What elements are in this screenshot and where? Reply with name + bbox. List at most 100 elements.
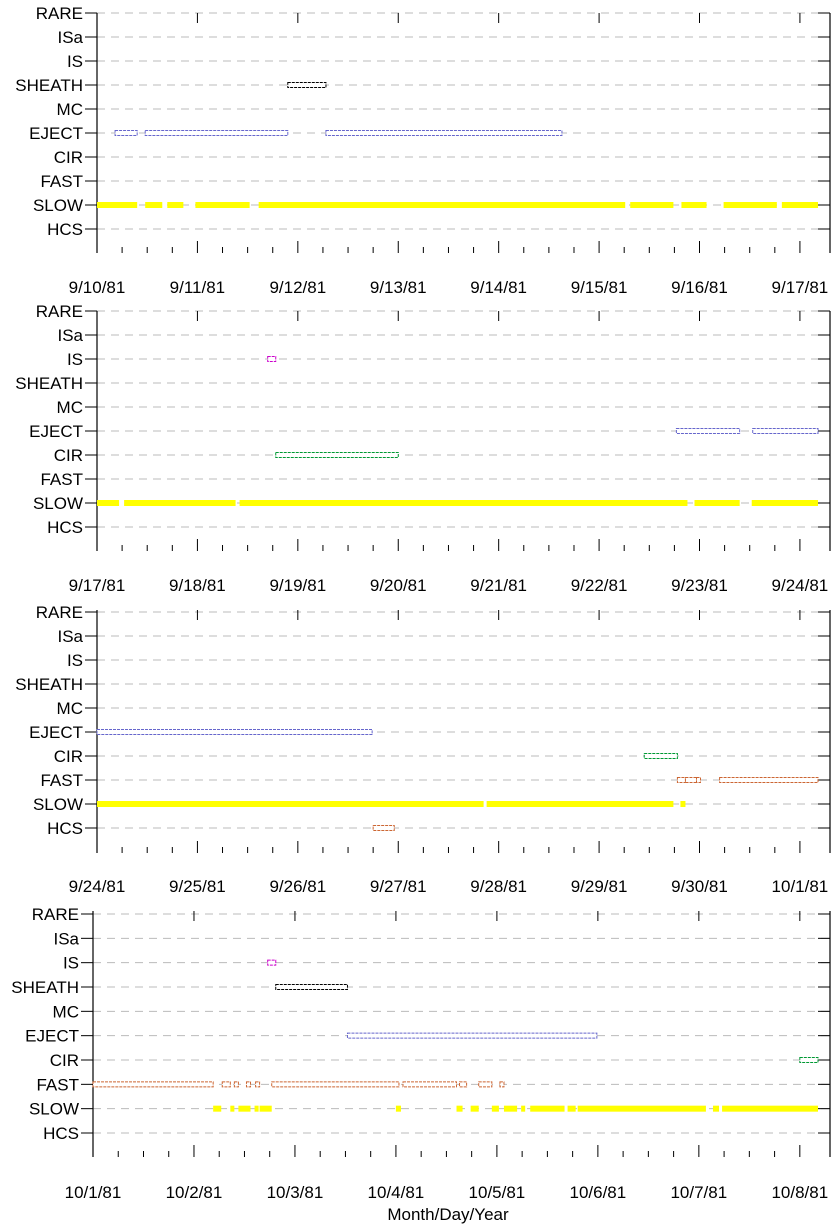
segment-is xyxy=(267,356,277,362)
segment-fast xyxy=(684,777,697,783)
segment-slow xyxy=(97,202,138,208)
panel-2: RARE ISa IS SHEATH MC EJECT CIR FAST SLOW HCS 9/17… xyxy=(15,302,831,595)
category-label-slow: SLOW xyxy=(33,795,83,814)
x-tick-label: 9/17/81 xyxy=(772,278,829,297)
segment-slow xyxy=(124,500,236,506)
category-label-cir: CIR xyxy=(54,148,83,167)
x-tick-label: 9/28/81 xyxy=(470,877,527,896)
segment-slow xyxy=(577,1105,706,1112)
segment-slow xyxy=(145,202,163,208)
segment-sheath xyxy=(275,984,348,990)
x-tick-label: 9/30/81 xyxy=(671,877,728,896)
x-tick-label: 10/2/81 xyxy=(166,1183,223,1202)
category-label-hcs: HCS xyxy=(47,518,83,537)
segment-fast xyxy=(459,1081,468,1088)
segment-sheath xyxy=(287,82,327,88)
x-tick-label: 10/3/81 xyxy=(267,1183,324,1202)
segment-slow xyxy=(722,1105,818,1112)
category-label-fast: FAST xyxy=(40,172,83,191)
segment-eject xyxy=(325,130,563,136)
segment-eject xyxy=(675,428,741,434)
x-tick-label: 9/12/81 xyxy=(269,278,326,297)
category-label-mc: MC xyxy=(57,699,83,718)
segment-eject xyxy=(144,130,289,136)
segment-slow xyxy=(395,1105,401,1112)
segment-cir xyxy=(799,1057,819,1063)
segment-slow xyxy=(258,202,626,208)
x-tick-label: 10/6/81 xyxy=(570,1183,627,1202)
x-tick-label: 9/20/81 xyxy=(370,576,427,595)
category-label-hcs: HCS xyxy=(43,1124,79,1143)
x-tick-label: 9/18/81 xyxy=(169,576,226,595)
segment-slow xyxy=(238,1105,251,1112)
category-label-cir: CIR xyxy=(54,747,83,766)
x-axis-title: Month/Day/Year xyxy=(387,1205,509,1224)
segment-slow xyxy=(491,1105,499,1112)
segment-slow xyxy=(503,1105,518,1112)
segment-slow xyxy=(167,202,184,208)
panel-3: RARE ISa IS SHEATH MC EJECT CIR FAST SLOW HCS 9/24… xyxy=(15,603,831,896)
segment-slow xyxy=(521,1105,526,1112)
category-label-eject: EJECT xyxy=(29,422,83,441)
panel-1: RARE ISa IS SHEATH MC EJECT CIR FAST SLOW HCS 9/10… xyxy=(15,4,831,297)
segment-fast xyxy=(402,1081,458,1088)
segment-slow xyxy=(681,202,707,208)
x-tick-label: 9/24/81 xyxy=(69,877,126,896)
segment-fast xyxy=(271,1081,400,1088)
category-label-isa: ISa xyxy=(57,28,83,47)
segment-fast xyxy=(221,1081,231,1088)
x-tick-label: 10/4/81 xyxy=(368,1183,425,1202)
segment-slow xyxy=(486,801,674,807)
category-label-fast: FAST xyxy=(40,771,83,790)
x-tick-label: 10/8/81 xyxy=(771,1183,828,1202)
segment-fast xyxy=(676,777,686,783)
x-tick-label: 9/23/81 xyxy=(671,576,728,595)
x-tick-label: 9/13/81 xyxy=(370,278,427,297)
x-tick-label: 9/21/81 xyxy=(470,576,527,595)
x-tick-label: 9/10/81 xyxy=(69,278,126,297)
x-tick-label: 9/27/81 xyxy=(370,877,427,896)
segment-slow xyxy=(630,202,674,208)
category-label-rare: RARE xyxy=(36,4,83,23)
x-tick-label: 9/29/81 xyxy=(571,877,628,896)
category-label-is: IS xyxy=(67,651,83,670)
category-label-fast: FAST xyxy=(36,1075,79,1094)
segment-fast xyxy=(478,1081,493,1088)
x-tick-label: 9/25/81 xyxy=(169,877,226,896)
segment-fast xyxy=(719,777,819,783)
category-label-isa: ISa xyxy=(57,326,83,345)
x-tick-label: 10/5/81 xyxy=(469,1183,526,1202)
segment-slow xyxy=(195,202,250,208)
segment-cir xyxy=(275,452,399,458)
category-label-is: IS xyxy=(67,350,83,369)
segment-eject xyxy=(752,428,819,434)
category-label-rare: RARE xyxy=(36,302,83,321)
segment-cir xyxy=(643,753,678,759)
category-label-eject: EJECT xyxy=(25,1027,79,1046)
panel-4: RARE ISa IS SHEATH MC EJECT CIR FAST SLOW HCS 10/1… xyxy=(11,905,831,1202)
segment-fast xyxy=(499,1081,505,1088)
segment-slow xyxy=(567,1105,576,1112)
x-tick-label: 10/1/81 xyxy=(65,1183,122,1202)
category-label-fast: FAST xyxy=(40,470,83,489)
segment-slow xyxy=(259,1105,272,1112)
segment-fast xyxy=(245,1081,252,1088)
segment-fast xyxy=(92,1081,214,1088)
segment-slow xyxy=(712,1105,720,1112)
category-label-sheath: SHEATH xyxy=(11,978,79,997)
segment-fast xyxy=(255,1081,261,1088)
category-label-cir: CIR xyxy=(50,1051,79,1070)
category-label-isa: ISa xyxy=(53,929,79,948)
x-tick-label: 9/22/81 xyxy=(571,576,628,595)
x-tick-label: 9/26/81 xyxy=(269,877,326,896)
category-label-hcs: HCS xyxy=(47,220,83,239)
category-label-slow: SLOW xyxy=(33,196,83,215)
x-tick-label: 9/17/81 xyxy=(69,576,126,595)
category-label-rare: RARE xyxy=(32,905,79,924)
segment-slow xyxy=(723,202,777,208)
segment-fast xyxy=(695,777,701,783)
category-label-mc: MC xyxy=(57,398,83,417)
category-label-isa: ISa xyxy=(57,627,83,646)
category-label-cir: CIR xyxy=(54,446,83,465)
segment-slow xyxy=(97,801,484,807)
